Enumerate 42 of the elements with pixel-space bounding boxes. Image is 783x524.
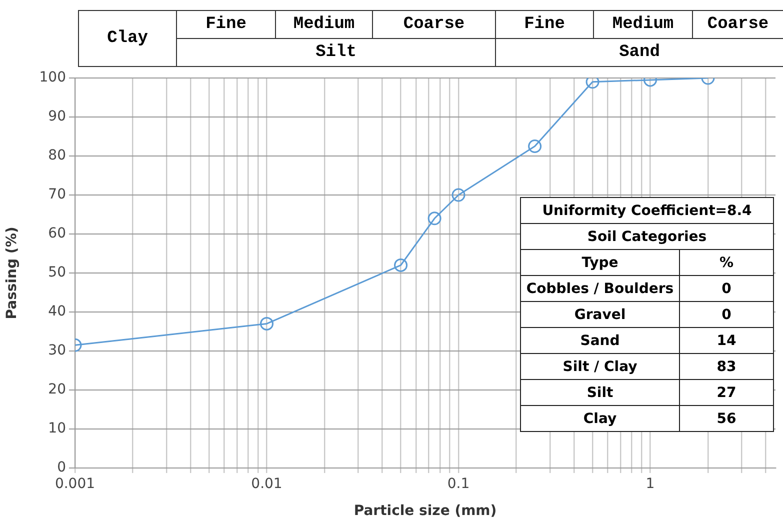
y-tick-label: 30 bbox=[48, 342, 66, 359]
annotation: 0 bbox=[680, 276, 774, 302]
text: Clay bbox=[78, 10, 177, 67]
y-axis-title: Passing (%) bbox=[4, 226, 20, 320]
y-tick-label: 60 bbox=[48, 226, 66, 242]
text: Fine bbox=[176, 10, 276, 39]
x-tick-label: 0.001 bbox=[54, 476, 96, 492]
annotation: 56 bbox=[680, 406, 774, 432]
text: Coarse bbox=[692, 10, 783, 39]
annotation: % bbox=[680, 250, 774, 276]
annotation: Silt bbox=[520, 380, 680, 406]
y-tick-label: 100 bbox=[39, 70, 66, 86]
x-tick-label: 0.01 bbox=[251, 476, 282, 492]
annotation: Soil Categories bbox=[520, 224, 774, 250]
annotation: Silt / Clay bbox=[520, 354, 680, 380]
x-axis-title: Particle size (mm) bbox=[354, 503, 497, 520]
text: Silt bbox=[176, 38, 496, 67]
y-tick-label: 90 bbox=[48, 108, 66, 125]
x-tick-label: 1 bbox=[646, 476, 655, 492]
annotation: 14 bbox=[680, 328, 774, 354]
annotation: Uniformity Coefficient=8.4 bbox=[520, 198, 774, 224]
annotation: Cobbles / Boulders bbox=[520, 276, 680, 302]
text: Sand bbox=[495, 38, 783, 67]
annotation: 83 bbox=[680, 354, 774, 380]
text: Coarse bbox=[372, 10, 496, 39]
text: Fine bbox=[495, 10, 594, 39]
y-tick-label: 10 bbox=[48, 420, 66, 437]
annotation: Sand bbox=[520, 328, 680, 354]
y-tick-label: 80 bbox=[48, 148, 66, 164]
y-tick-label: 0 bbox=[57, 460, 66, 476]
annotation: Clay bbox=[520, 406, 680, 432]
annotation: Type bbox=[520, 250, 680, 276]
y-tick-label: 40 bbox=[48, 304, 66, 320]
y-tick-label: 70 bbox=[48, 186, 66, 203]
annotation: 27 bbox=[680, 380, 774, 406]
annotation: Gravel bbox=[520, 302, 680, 328]
y-tick-label: 50 bbox=[48, 264, 66, 281]
annotation: 0 bbox=[680, 302, 774, 328]
x-tick-label: 0.1 bbox=[447, 476, 470, 492]
y-tick-label: 20 bbox=[48, 382, 66, 398]
text: Medium bbox=[275, 10, 373, 39]
text: Medium bbox=[593, 10, 693, 39]
